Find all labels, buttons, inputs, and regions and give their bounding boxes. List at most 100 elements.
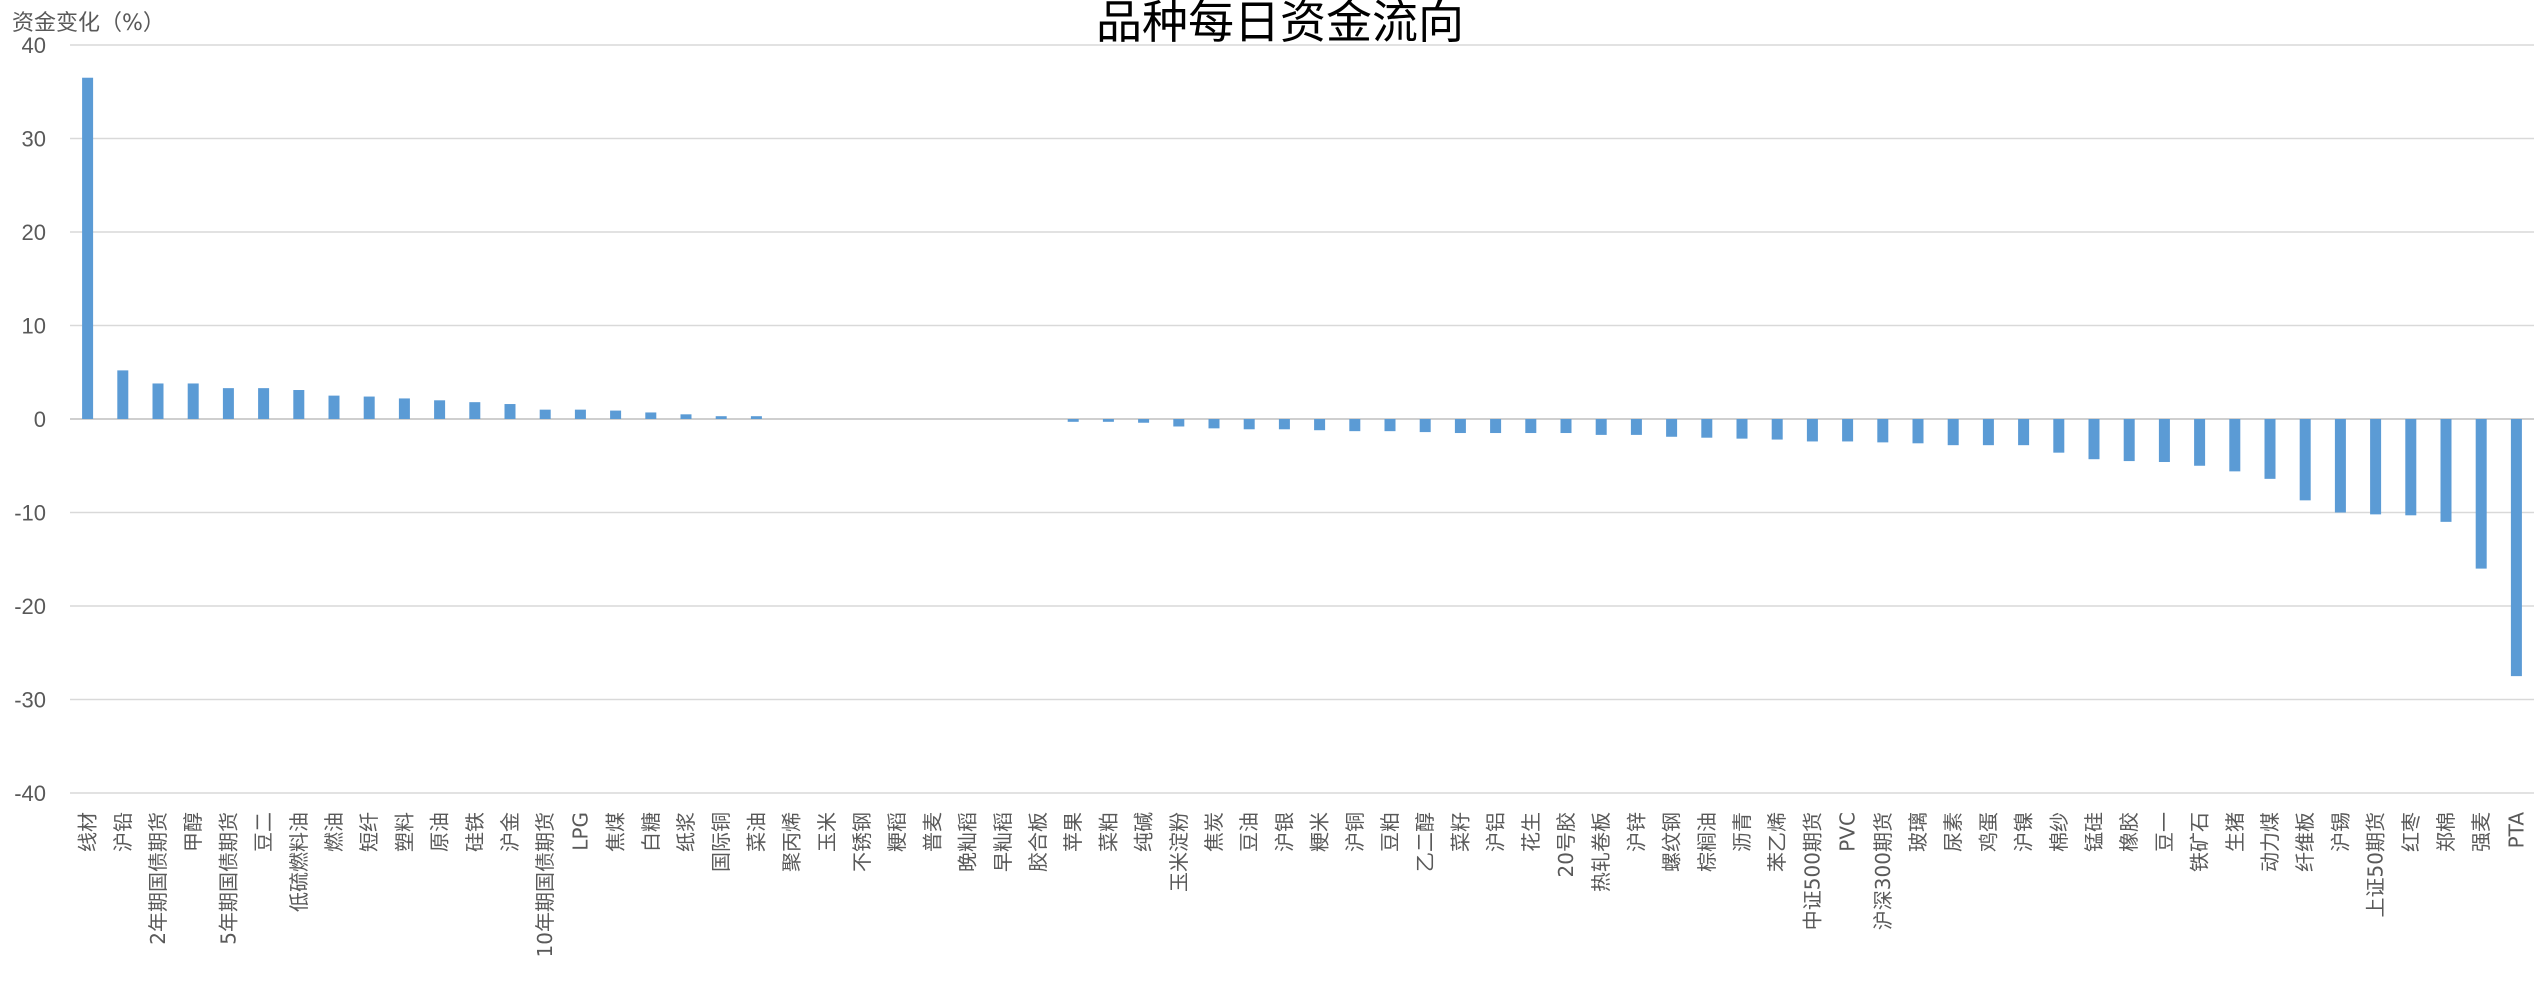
x-tick-label: 上证50期货 [2364, 812, 2388, 917]
bar [2264, 419, 2276, 479]
x-tick-label: LPG [568, 812, 592, 851]
x-tick-label: 郑棉 [2434, 812, 2458, 852]
bar [1349, 419, 1361, 432]
x-axis-labels: 线材 沪铅 2年期国债期货 甲醇 5年期国债期货 豆二 低硫燃料油 燃油 短纤 塑料 原油 硅铁 沪金 1… [76, 812, 2529, 958]
x-tick-label: 棉纱 [2047, 812, 2071, 852]
x-tick-label: 白糖 [639, 812, 663, 852]
bar [2158, 419, 2170, 463]
bar [2370, 419, 2382, 515]
x-tick-label: 沪锡 [2328, 812, 2352, 852]
y-tick-label: 20 [22, 220, 46, 245]
y-tick-label: -30 [14, 688, 46, 713]
x-tick-label: 热轧卷板 [1589, 812, 1613, 892]
bar [1067, 419, 1079, 422]
x-tick-label: 沪镍 [2012, 812, 2036, 852]
bar [1525, 419, 1537, 434]
bar [1314, 419, 1326, 431]
x-tick-label: 粳米 [1308, 812, 1332, 852]
bar [2018, 419, 2030, 446]
x-tick-label: 豆粕 [1378, 812, 1402, 852]
bar [1982, 419, 1994, 446]
y-tick-label: 40 [22, 33, 46, 58]
x-tick-label: 国际铜 [709, 812, 733, 872]
bar [680, 414, 692, 419]
chart-title: 品种每日资金流向 [1096, 0, 1464, 49]
x-tick-label: 沪铅 [111, 812, 135, 852]
x-tick-label: 鸡蛋 [1976, 812, 2000, 852]
x-tick-label: PTA [2504, 812, 2528, 849]
x-tick-label: 菜粕 [1096, 812, 1120, 852]
x-tick-label: 20号胶 [1554, 812, 1578, 877]
y-tick-label: 0 [34, 407, 46, 432]
y-tick-label: -10 [14, 501, 46, 526]
y-tick-label: -40 [14, 781, 46, 806]
bar [258, 388, 270, 419]
bar [1490, 419, 1502, 434]
x-tick-label: 燃油 [322, 812, 346, 852]
x-tick-label: 玉米 [815, 812, 839, 852]
bar [750, 416, 762, 419]
bar [574, 409, 586, 419]
bar [2510, 419, 2522, 677]
x-tick-label: 纯碱 [1132, 812, 1156, 852]
x-tick-label: 短纤 [357, 812, 381, 852]
bar [539, 409, 551, 419]
x-tick-label: 胶合板 [1026, 812, 1050, 872]
x-tick-label: 普麦 [920, 812, 944, 852]
bar [2440, 419, 2452, 522]
x-tick-label: 硅铁 [463, 812, 487, 852]
bar [1877, 419, 1889, 443]
bar [1630, 419, 1642, 435]
x-tick-label: 玻璃 [1906, 812, 1930, 852]
x-tick-label: 动力煤 [2258, 812, 2282, 872]
bar [1173, 419, 1185, 427]
y-tick-label: -20 [14, 594, 46, 619]
x-tick-label: 沪金 [498, 812, 522, 852]
x-tick-label: 乙二醇 [1413, 812, 1437, 872]
gridlines [70, 44, 2534, 794]
bar [2405, 419, 2417, 516]
bar [1243, 419, 1255, 430]
bar [1736, 419, 1748, 439]
x-tick-label: 豆油 [1237, 812, 1261, 852]
bar [363, 396, 375, 419]
x-tick-label: 沪铝 [1484, 812, 1508, 852]
bar [1806, 419, 1818, 442]
x-tick-label: 豆二 [252, 812, 276, 852]
bar [1666, 419, 1678, 437]
x-tick-label: 10年期国债期货 [533, 812, 557, 957]
bar [2299, 419, 2311, 501]
bar [2229, 419, 2241, 472]
x-tick-label: 沪铜 [1343, 812, 1367, 852]
x-tick-label: 线材 [76, 812, 100, 852]
x-tick-label: 菜籽 [1448, 812, 1472, 852]
x-tick-label: 沪深300期货 [1871, 812, 1895, 930]
bar [1842, 419, 1854, 442]
x-tick-label: PVC [1836, 812, 1860, 852]
bar [1771, 419, 1783, 440]
bar [2194, 419, 2206, 466]
x-tick-label: 原油 [428, 812, 452, 852]
bar [152, 383, 164, 419]
x-tick-label: 强麦 [2469, 812, 2493, 852]
bar [1560, 419, 1572, 434]
bar [2123, 419, 2135, 462]
bar [222, 388, 234, 419]
x-tick-label: 粳稻 [885, 812, 909, 852]
x-tick-label: 沪锌 [1624, 812, 1648, 852]
bar [715, 416, 727, 419]
bar [398, 398, 410, 419]
y-tick-label: 10 [22, 314, 46, 339]
x-tick-label: 5年期国债期货 [216, 812, 240, 945]
x-tick-label: 塑料 [392, 812, 416, 852]
bar [645, 412, 657, 419]
y-axis-ticks: 40 30 20 10 0 -10 -20 -30 -40 [14, 33, 46, 806]
x-tick-label: 锰硅 [2082, 812, 2106, 852]
bar [1912, 419, 1924, 444]
bars [82, 77, 2522, 677]
bar [610, 410, 622, 419]
x-tick-label: 2年期国债期货 [146, 812, 170, 945]
x-tick-label: 不锈钢 [850, 812, 874, 872]
bar [1278, 419, 1290, 430]
bar [117, 370, 129, 419]
